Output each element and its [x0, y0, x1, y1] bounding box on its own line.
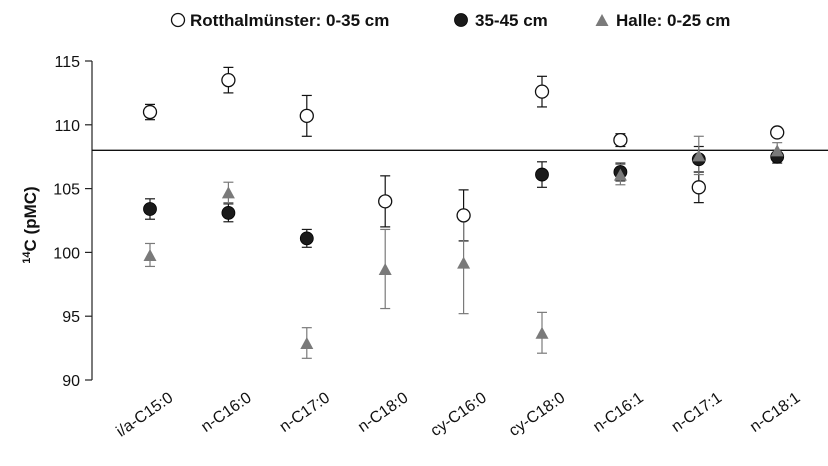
legend-symbol-open-circle	[170, 12, 186, 28]
point-open-circle	[378, 194, 393, 209]
point-open-circle	[221, 72, 236, 88]
y-axis: 90 95 100 105 110 115	[53, 54, 93, 390]
legend-label: Halle: 0-25 cm	[616, 11, 730, 30]
x-tick-label: n-C17:0	[277, 389, 333, 436]
y-tick-label: 115	[54, 54, 80, 71]
legend-symbol-triangle	[595, 14, 609, 26]
point-triangle	[613, 168, 627, 181]
x-tick-label: cy-C18:0	[506, 389, 568, 440]
y-tick-label: 110	[54, 118, 80, 135]
y-tick-label: 90	[62, 373, 80, 390]
x-tick-label: n-C17:1	[669, 389, 725, 436]
data-markers	[142, 72, 785, 349]
point-open-circle	[770, 125, 785, 140]
legend-label: Rotthalmünster: 0-35 cm	[190, 11, 389, 30]
point-open-circle	[299, 108, 314, 124]
x-tick-label: i/a-C15:0	[113, 389, 176, 440]
y-axis-title: 14C (pMC)	[21, 186, 40, 263]
point-triangle	[300, 336, 314, 349]
y-axis-title-superscript: 14	[21, 251, 33, 264]
point-triangle	[378, 262, 392, 275]
legend-label: 35-45 cm	[475, 11, 548, 30]
x-axis: i/a-C15:0 n-C16:0 n-C17:0 n-C18:0 cy-C16:0 cy…	[113, 389, 803, 440]
y-axis-title-text: C (pMC)	[21, 186, 40, 251]
y-tick-label: 95	[62, 309, 80, 326]
y-tick-label: 105	[53, 182, 80, 199]
y-tick-label: 100	[53, 245, 80, 262]
point-open-circle	[142, 104, 158, 120]
point-filled-circle	[143, 202, 157, 216]
x-tick-label: n-C18:1	[747, 389, 803, 436]
point-filled-circle	[299, 231, 314, 246]
point-filled-circle	[221, 205, 236, 220]
x-tick-label: n-C18:0	[355, 389, 411, 436]
point-open-circle	[691, 180, 706, 195]
point-triangle	[692, 149, 706, 162]
point-triangle	[457, 256, 471, 269]
x-tick-label: n-C16:1	[590, 389, 646, 436]
point-open-circle	[613, 132, 628, 148]
point-open-circle	[534, 84, 550, 99]
point-triangle	[535, 326, 549, 339]
legend: Rotthalmünster: 0-35 cm 35-45 cm Halle: 0-…	[170, 11, 730, 30]
legend-symbol-filled-circle	[454, 13, 468, 27]
point-filled-circle	[535, 167, 549, 182]
point-triangle	[770, 144, 784, 157]
x-tick-label: cy-C16:0	[428, 389, 490, 440]
point-open-circle	[456, 208, 471, 223]
point-triangle	[143, 248, 157, 261]
point-triangle	[221, 186, 235, 199]
x-tick-label: n-C16:0	[198, 389, 254, 436]
